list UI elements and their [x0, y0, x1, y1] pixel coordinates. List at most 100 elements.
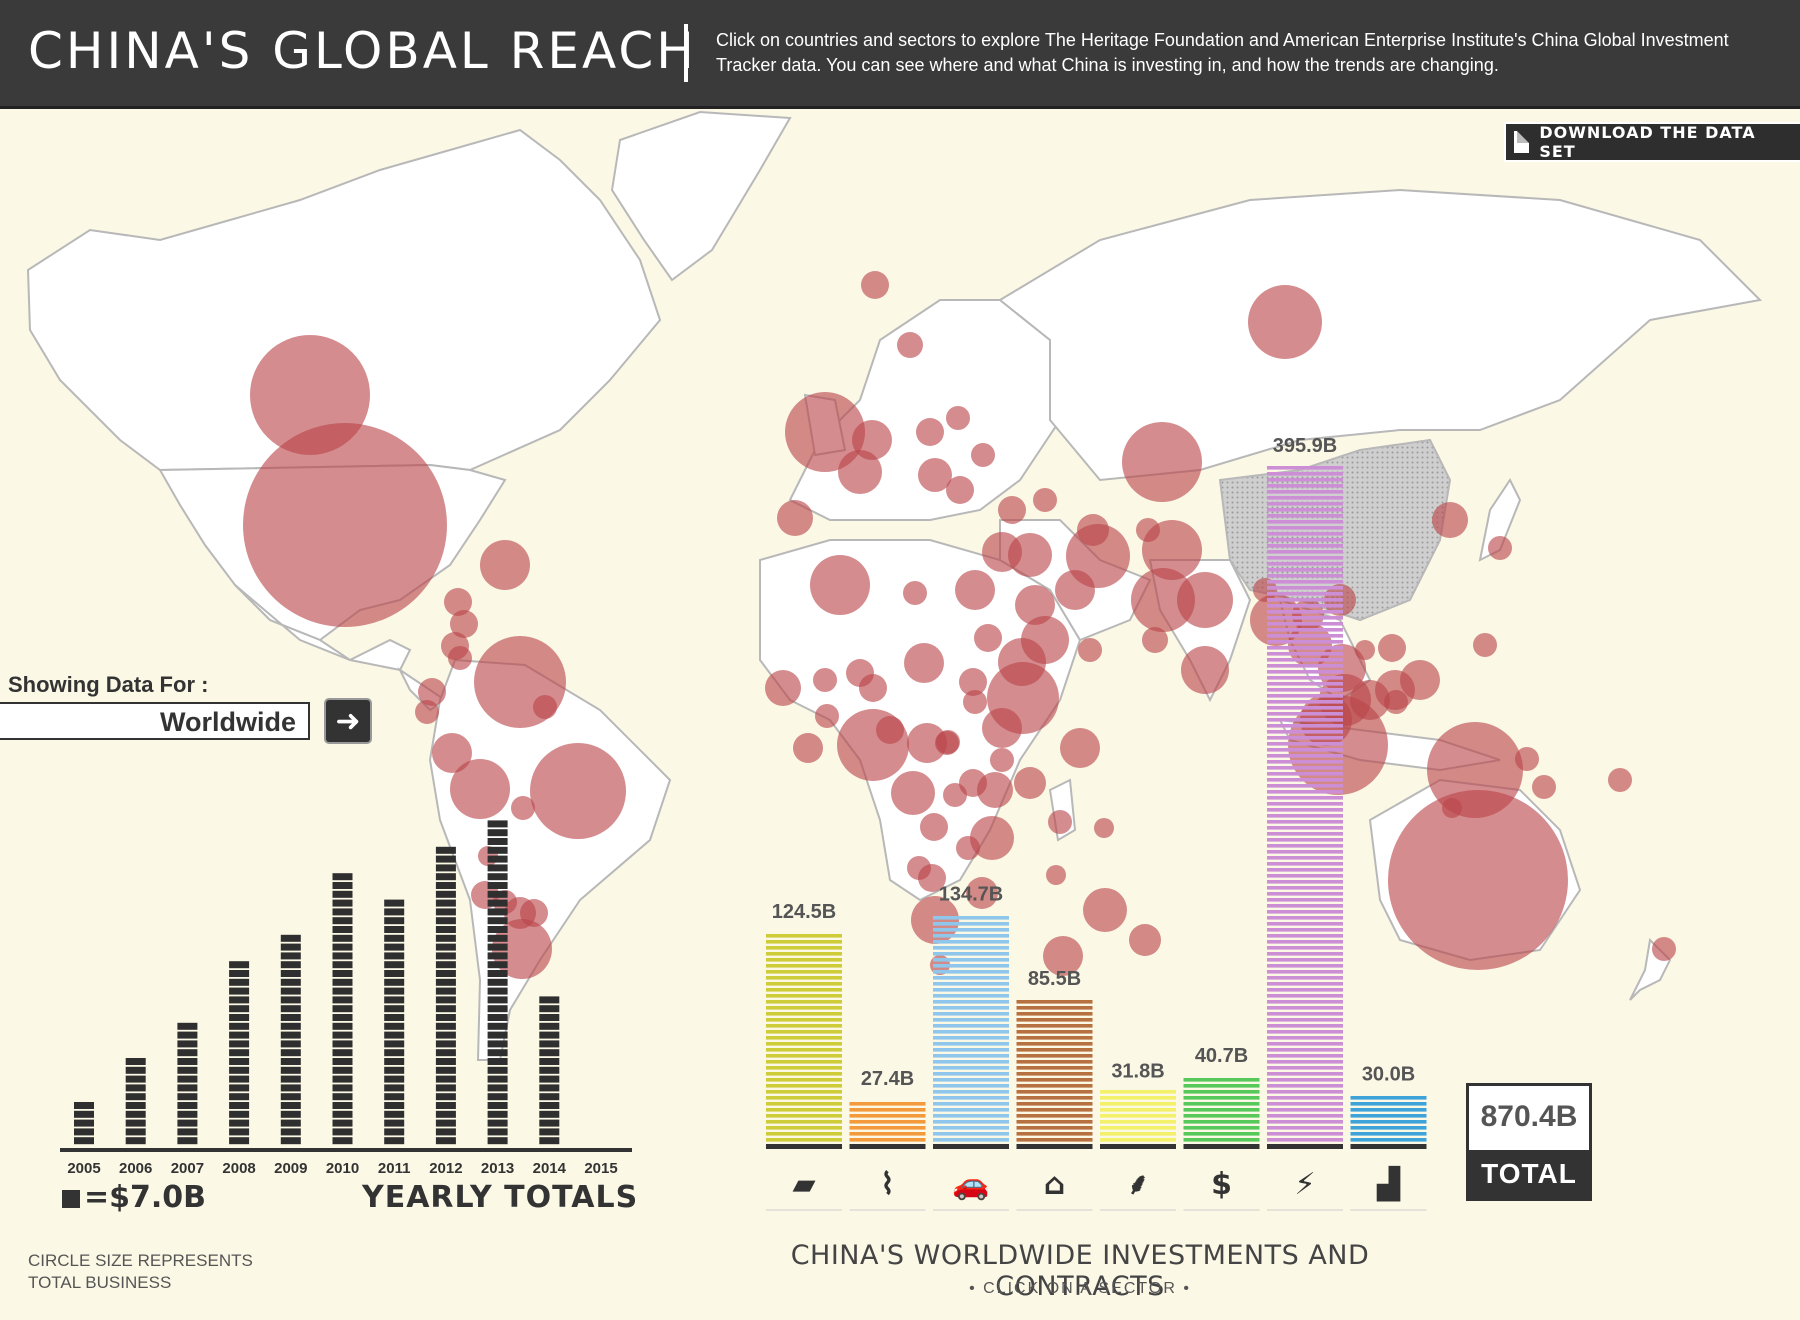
region-go-button[interactable]: ➜ [326, 700, 370, 742]
investment-circle[interactable] [1033, 488, 1057, 512]
investment-circle[interactable] [1008, 533, 1052, 577]
investment-circle[interactable] [1378, 634, 1406, 662]
investment-circle[interactable] [1400, 660, 1440, 700]
investment-circle[interactable] [998, 638, 1046, 686]
investment-circle[interactable] [432, 733, 472, 773]
country-russia[interactable] [998, 188, 1763, 482]
year-bar-2005[interactable] [74, 1102, 94, 1145]
investment-circle[interactable] [876, 716, 904, 744]
investment-circle[interactable] [861, 271, 889, 299]
investment-circle[interactable] [959, 668, 987, 696]
investment-circle[interactable] [1015, 585, 1055, 625]
investment-circle[interactable] [415, 700, 439, 724]
investment-circle[interactable] [1043, 936, 1083, 976]
investment-circle[interactable] [1177, 572, 1233, 628]
sector-bar-technology[interactable] [849, 1102, 926, 1149]
house-icon[interactable]: ⌂ [1016, 1167, 1093, 1211]
investment-circle[interactable] [897, 332, 923, 358]
year-bar-2006[interactable] [125, 1058, 146, 1145]
sector-bar-metals[interactable] [766, 934, 842, 1149]
investment-circle[interactable] [813, 668, 837, 692]
sector-bar-finance[interactable] [1183, 1078, 1260, 1149]
investment-circle[interactable] [943, 783, 967, 807]
download-data-button[interactable]: DOWNLOAD THE DATA SET [1506, 123, 1800, 161]
investment-circle[interactable] [765, 670, 801, 706]
investment-circle[interactable] [1094, 818, 1114, 838]
investment-circle[interactable] [793, 733, 823, 763]
sector-chart[interactable]: 124.5B ▰ 27.4B ⌇ 134.7B 🚗 85.5B ⌂ 31.8B ⸙ 40.7B $39… [766, 435, 1427, 1211]
investment-circle[interactable] [859, 674, 887, 702]
investment-circle[interactable] [1078, 638, 1102, 662]
factory-icon[interactable]: ▟ [1350, 1166, 1427, 1211]
investment-circle[interactable] [982, 708, 1022, 748]
sector-bar-energy[interactable] [1267, 466, 1343, 1149]
investment-circle[interactable] [1181, 646, 1229, 694]
sector-bar-real-estate[interactable] [1016, 1000, 1093, 1149]
year-bar-2012[interactable] [435, 846, 456, 1145]
investment-circle[interactable] [1432, 502, 1468, 538]
investment-circle[interactable] [971, 443, 995, 467]
region-select[interactable]: Worldwide [0, 702, 310, 740]
year-bar-2009[interactable] [280, 934, 301, 1145]
investment-circle[interactable] [1350, 680, 1390, 720]
sector-bar-agriculture[interactable] [1100, 1090, 1176, 1149]
investment-circle[interactable] [970, 816, 1014, 860]
year-bar-2010[interactable] [332, 873, 353, 1145]
investment-circle[interactable] [444, 588, 472, 616]
country-canada[interactable] [26, 128, 662, 472]
year-bar-2014[interactable] [539, 996, 560, 1145]
investment-circle[interactable] [243, 423, 447, 627]
investment-circle[interactable] [963, 690, 987, 714]
country-japan[interactable] [1478, 478, 1522, 562]
investment-circle[interactable] [450, 610, 478, 638]
investment-circle[interactable] [1355, 640, 1375, 660]
yearly-totals-chart[interactable]: 2005 2006 2007 2008 2009 2010 2011 2012 2013 2014… [60, 820, 632, 1177]
investment-circle[interactable] [990, 748, 1014, 772]
investment-circle[interactable] [815, 704, 839, 728]
investment-circle[interactable] [777, 500, 813, 536]
investment-circle[interactable] [838, 450, 882, 494]
country-greenland[interactable] [610, 110, 792, 282]
investment-circle[interactable] [1014, 767, 1046, 799]
investment-circle[interactable] [911, 896, 959, 944]
investment-circle[interactable] [977, 772, 1013, 808]
year-bar-2007[interactable] [177, 1022, 198, 1145]
investment-circle[interactable] [1532, 775, 1556, 799]
investment-circle[interactable] [448, 646, 472, 670]
investment-circle[interactable] [785, 392, 865, 472]
investment-circle[interactable] [1048, 810, 1072, 834]
investment-circle[interactable] [810, 555, 870, 615]
investment-circle[interactable] [480, 540, 530, 590]
investment-circle[interactable] [903, 581, 927, 605]
investment-circle[interactable] [891, 771, 935, 815]
investment-circle[interactable] [1129, 924, 1161, 956]
investment-circle[interactable] [1122, 422, 1202, 502]
investment-circle[interactable] [1388, 790, 1568, 970]
investment-circle[interactable] [511, 796, 535, 820]
investment-circle[interactable] [1046, 865, 1066, 885]
investment-circle[interactable] [904, 643, 944, 683]
investment-circle[interactable] [1055, 570, 1095, 610]
investment-circle[interactable] [998, 496, 1026, 524]
investment-circle[interactable] [946, 406, 970, 430]
investment-circle[interactable] [1083, 888, 1127, 932]
investment-circle[interactable] [1060, 728, 1100, 768]
investment-circle[interactable] [1473, 633, 1497, 657]
investment-circle[interactable] [1131, 568, 1195, 632]
investment-circle[interactable] [1142, 627, 1168, 653]
year-bar-2013[interactable] [487, 820, 508, 1145]
car-bus-icon[interactable]: 🚗 [933, 1167, 1009, 1211]
year-bar-2011[interactable] [384, 899, 405, 1145]
lightning-icon[interactable]: ⚡ [1267, 1167, 1343, 1211]
investment-circle[interactable] [907, 723, 947, 763]
country-mexico[interactable] [234, 584, 412, 672]
year-bar-2008[interactable] [229, 961, 250, 1145]
sector-bar-transport[interactable] [933, 916, 1009, 1149]
investment-circle[interactable] [974, 624, 1002, 652]
world-map[interactable]: 2005 2006 2007 2008 2009 2010 2011 2012 2013 2014… [0, 106, 1800, 1320]
investment-circle[interactable] [1652, 937, 1676, 961]
investment-circle[interactable] [916, 418, 944, 446]
investment-circle[interactable] [1488, 536, 1512, 560]
wheat-icon[interactable]: ⸙ [1100, 1167, 1176, 1211]
investment-circle[interactable] [918, 864, 946, 892]
